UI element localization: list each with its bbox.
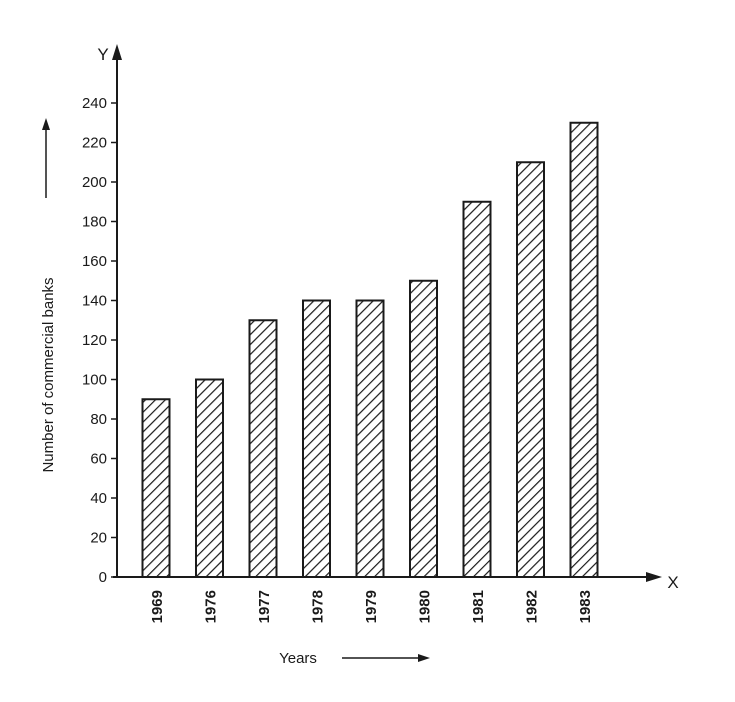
x-tick-label: 1978 [310,590,327,623]
x-tick-label: 1981 [470,590,487,623]
bar-1981 [462,200,492,578]
bar-1978 [302,299,331,578]
x-axis-title-arrowhead [418,654,430,662]
y-axis-letter: Y [97,45,108,64]
y-tick-label: 120 [82,332,107,349]
bar-1980 [409,279,438,578]
y-tick-label: 0 [99,569,107,586]
y-tick-label: 40 [90,490,107,507]
y-axis-title-arrowhead [42,118,50,130]
y-axis-title: Number of commercial banks [40,277,57,472]
y-tick-label: 80 [90,411,107,428]
x-tick-label: 1976 [203,590,220,623]
x-tick-label: 1983 [577,590,594,623]
y-tick-label: 240 [82,95,107,112]
bar-1983 [569,121,599,578]
y-tick-label: 20 [90,530,107,547]
bar-1977 [248,319,278,578]
x-tick-label: 1982 [524,590,541,623]
bar-1976 [195,378,224,578]
y-tick-label: 180 [82,214,107,231]
x-axis-arrowhead [646,572,662,582]
y-tick-label: 200 [82,174,107,191]
bar-1979 [355,299,385,578]
y-tick-label: 140 [82,293,107,310]
x-axis-title: Years [279,650,317,667]
y-tick-label: 160 [82,253,107,270]
x-tick-label: 1969 [149,590,166,623]
x-tick-label: 1979 [363,590,380,623]
y-axis-arrowhead [112,44,122,60]
y-tick-label: 60 [90,451,107,468]
bar-1969 [141,398,171,578]
bar-1982 [516,161,545,578]
x-axis-letter: X [667,573,678,592]
x-tick-label: 1980 [417,590,434,623]
y-tick-label: 220 [82,135,107,152]
y-tick-label: 100 [82,372,107,389]
x-tick-label: 1977 [256,590,273,623]
